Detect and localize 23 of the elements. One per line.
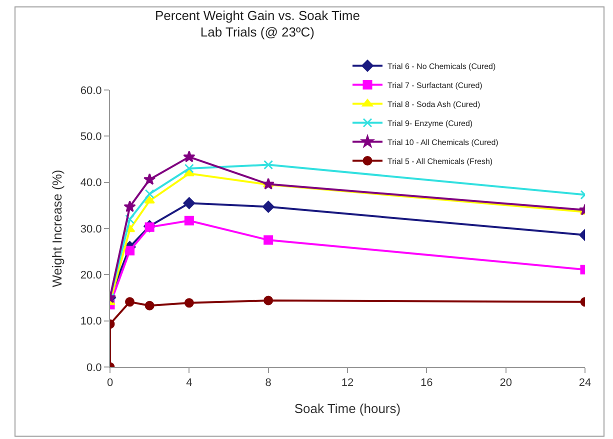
chart-title: Percent Weight Gain vs. Soak Time Lab Trials (@ 23ºC) [154, 8, 360, 40]
x-tick-label: 24 [578, 377, 592, 390]
x-tick-label: 8 [265, 377, 272, 390]
x-axis-title: Soak Time (hours) [294, 400, 401, 416]
x-tick-label: 4 [186, 377, 192, 390]
y-tick-label: 0.0 [86, 362, 102, 374]
legend-label: Trial 7 - Surfactant (Cured) [388, 80, 483, 90]
x-tick-label: 0 [106, 377, 114, 390]
x-tick-label: 12 [341, 377, 354, 390]
legend-label: Trial 10 - All Chemicals (Cured) [388, 138, 499, 147]
legend-label: Trial 5 - All Chemicals (Fresh) [388, 156, 493, 166]
y-tick-label: 40.0 [80, 177, 102, 190]
legend-label: Trial 6 - No Chemicals (Cured) [388, 62, 496, 71]
y-tick-label: 20.0 [80, 270, 102, 282]
y-tick-label: 10.0 [80, 316, 102, 328]
y-tick-label: 60.0 [80, 84, 102, 97]
y-tick-label: 30.0 [80, 223, 102, 236]
legend-label: Trial 8 - Soda Ash (Cured) [388, 100, 480, 109]
x-tick-label: 20 [500, 377, 512, 390]
x-tick-label: 16 [420, 377, 433, 390]
legend-label: Trial 9- Enzyme (Cured) [388, 118, 473, 128]
y-axis-title: Weight Increase (%) [49, 170, 64, 288]
y-tick-label: 50.0 [80, 131, 102, 144]
